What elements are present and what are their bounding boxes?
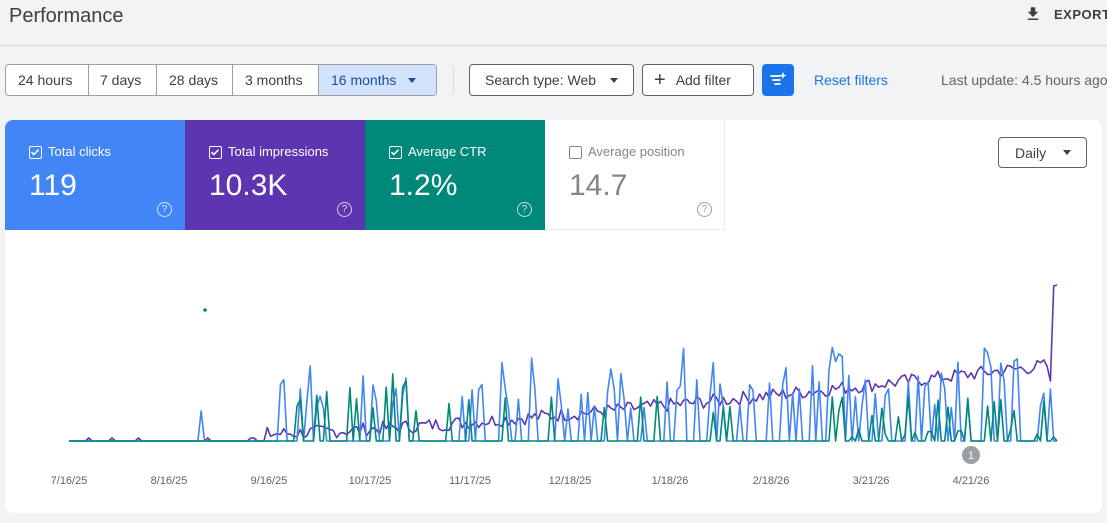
checkbox-checked-icon[interactable] xyxy=(389,146,402,159)
export-label: EXPORT xyxy=(1054,6,1107,22)
export-button[interactable]: EXPORT xyxy=(1024,5,1107,23)
range-16-months[interactable]: 16 months xyxy=(319,65,436,95)
x-axis-tick-label: 1/18/26 xyxy=(652,475,689,487)
page-title: Performance xyxy=(9,5,124,27)
x-axis-tick-label: 12/18/25 xyxy=(549,475,592,487)
download-icon xyxy=(1027,7,1039,20)
help-icon[interactable]: ? xyxy=(337,202,352,217)
ctr-data-point xyxy=(203,308,207,312)
chevron-down-icon xyxy=(408,77,417,83)
x-axis-tick-label: 8/16/25 xyxy=(151,475,188,487)
metric-label: Total clicks xyxy=(48,144,111,159)
add-filter-label: Add filter xyxy=(675,72,731,88)
x-axis-tick-label: 4/21/26 xyxy=(953,475,990,487)
annotation-label: 1 xyxy=(968,450,974,462)
page-header: Performance EXPORT xyxy=(0,0,1107,46)
metric-average-ctr[interactable]: Average CTR 1.2% ? xyxy=(365,120,545,230)
range-3-months[interactable]: 3 months xyxy=(233,65,319,95)
range-24-hours[interactable]: 24 hours xyxy=(6,65,89,95)
x-axis-tick-label: 9/16/25 xyxy=(251,475,288,487)
performance-card: Total clicks 119 ? Total impressions 10.… xyxy=(5,120,1102,513)
checkbox-unchecked-icon[interactable] xyxy=(569,146,582,159)
range-16-months-label: 16 months xyxy=(331,72,397,88)
search-type-label: Search type: Web xyxy=(485,72,597,88)
reset-filters-link[interactable]: Reset filters xyxy=(814,72,888,88)
metric-label: Total impressions xyxy=(228,144,329,159)
chevron-down-icon xyxy=(610,77,619,83)
search-type-dropdown[interactable]: Search type: Web xyxy=(469,64,634,96)
help-icon[interactable]: ? xyxy=(697,202,712,217)
metric-value: 14.7 xyxy=(569,169,628,202)
filter-toolbar: 24 hours 7 days 28 days 3 months 16 mont… xyxy=(0,58,1107,102)
metric-value: 1.2% xyxy=(389,169,458,202)
x-axis-tick-label: 7/16/25 xyxy=(51,475,88,487)
metric-value: 10.3K xyxy=(209,169,288,202)
checkbox-checked-icon[interactable] xyxy=(209,146,222,159)
checkbox-checked-icon[interactable] xyxy=(29,146,42,159)
metric-label: Average position xyxy=(588,144,685,159)
x-axis-tick-label: 11/17/25 xyxy=(449,475,491,487)
x-axis-tick-label: 3/21/26 xyxy=(853,475,890,487)
metric-total-clicks[interactable]: Total clicks 119 ? xyxy=(5,120,185,230)
date-range-selector: 24 hours 7 days 28 days 3 months 16 mont… xyxy=(5,64,437,96)
x-axis-tick-label: 2/18/26 xyxy=(753,475,790,487)
granularity-label: Daily xyxy=(1015,144,1047,161)
metric-average-position[interactable]: Average position 14.7 ? xyxy=(545,120,725,230)
help-icon[interactable]: ? xyxy=(517,202,532,217)
clicks-series-line xyxy=(69,346,1057,442)
granularity-dropdown[interactable]: Daily xyxy=(998,137,1087,168)
annotation-marker[interactable]: 1 xyxy=(962,446,980,464)
range-7-days[interactable]: 7 days xyxy=(89,65,157,95)
add-filter-button[interactable]: + Add filter xyxy=(642,64,754,96)
x-axis-tick-label: 10/17/25 xyxy=(349,475,392,487)
ctr-series-line xyxy=(69,373,1058,442)
plus-icon: + xyxy=(654,69,666,91)
chevron-down-icon xyxy=(1063,150,1072,155)
metric-value: 119 xyxy=(29,169,77,202)
metric-label: Average CTR xyxy=(408,144,487,159)
toolbar-divider xyxy=(453,66,454,94)
last-update-text: Last update: 4.5 hours ago xyxy=(941,72,1107,88)
filter-sparkle-icon xyxy=(770,72,787,85)
performance-chart: 7/16/25 8/16/25 9/16/25 10/17/25 11/17/25 12/… xyxy=(51,284,1058,487)
metric-total-impressions[interactable]: Total impressions 10.3K ? xyxy=(185,120,365,230)
range-28-days[interactable]: 28 days xyxy=(157,65,233,95)
filter-options-button[interactable] xyxy=(762,64,794,96)
help-icon[interactable]: ? xyxy=(157,202,172,217)
